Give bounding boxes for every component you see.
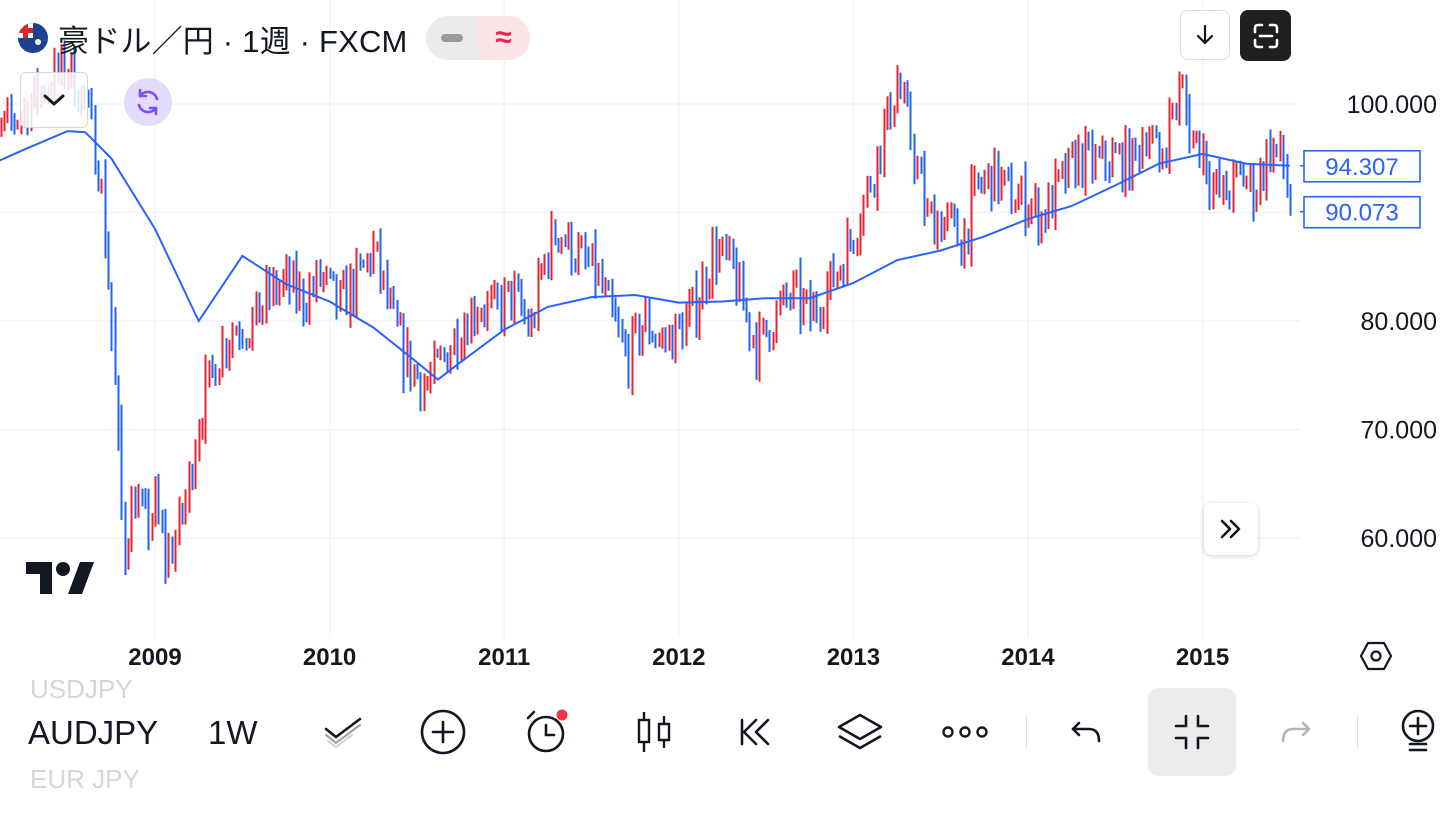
x-tick-label: 2009 — [128, 644, 181, 671]
replay-icon — [740, 718, 770, 746]
y-tick-label: 100.000 — [1347, 91, 1437, 119]
ma-price-tag: 94.307 — [1325, 154, 1398, 181]
x-tick-label: 2014 — [1001, 644, 1055, 671]
redo-icon — [1281, 721, 1311, 743]
legend-dropdown-button[interactable] — [20, 72, 88, 128]
arrow-down-icon — [1196, 24, 1214, 45]
toolbar-separator — [1026, 714, 1027, 750]
more-button[interactable] — [921, 688, 1009, 776]
last-price-tag: 90.073 — [1325, 200, 1398, 227]
layers-button[interactable] — [816, 688, 904, 776]
chevron-down-icon — [43, 94, 65, 106]
settings-icon — [1359, 641, 1393, 671]
y-tick-label: 70.000 — [1361, 417, 1437, 445]
sync-button[interactable] — [124, 78, 172, 126]
next-symbol[interactable]: EUR JPY — [30, 764, 140, 794]
last-price-tag-box — [1303, 195, 1421, 229]
add-icon — [420, 709, 466, 755]
time-axis: 2009 2010 2011 2012 2013 2014 2015 — [128, 644, 1229, 671]
more-icon — [942, 726, 988, 738]
scroll-to-realtime-button[interactable] — [1204, 503, 1258, 555]
interval-selector[interactable]: 1W — [208, 714, 258, 751]
x-tick-label: 2015 — [1176, 644, 1229, 671]
prev-symbol[interactable]: USDJPY — [30, 674, 133, 704]
chart-style-button[interactable] — [610, 688, 698, 776]
y-tick-label: 80.000 — [1361, 308, 1437, 336]
x-tick-label: 2011 — [478, 644, 530, 671]
alert-clock-icon — [526, 709, 568, 753]
double-chevron-right-icon — [1220, 519, 1241, 539]
price-axis: 100.000 80.000 70.000 60.000 — [1347, 91, 1437, 553]
y-tick-label: 60.000 — [1361, 525, 1437, 553]
refresh-icon — [137, 88, 159, 116]
layers-icon — [837, 713, 883, 750]
drawing-tools-icon — [324, 717, 362, 748]
candles-icon — [637, 712, 671, 752]
drawing-tools-button[interactable] — [300, 688, 388, 776]
download-button[interactable] — [1180, 10, 1230, 60]
chart-type-toggle[interactable]: ≈ — [425, 16, 530, 60]
fullscreen-button[interactable] — [1240, 10, 1291, 61]
collapse-button[interactable] — [1148, 688, 1236, 776]
fullscreen-icon — [1253, 23, 1278, 48]
line-mode-icon[interactable] — [425, 16, 478, 60]
symbol-header[interactable]: 豪ドル／円 · 1週 · FXCM ≈ — [18, 16, 530, 60]
tradingview-logo[interactable] — [24, 560, 96, 596]
ideas-icon — [1401, 709, 1435, 752]
bottom-toolbar: USDJPY AUDJPY EUR JPY 1W — [0, 674, 1448, 815]
alert-button[interactable] — [503, 688, 591, 776]
add-button[interactable] — [399, 688, 487, 776]
chart-grid — [0, 0, 1300, 638]
symbol-title: 豪ドル／円 · 1週 · FXCM — [58, 23, 408, 59]
undo-button[interactable] — [1042, 688, 1130, 776]
ma-price-tag-box — [1303, 149, 1421, 183]
moving-average-line — [0, 130, 1290, 381]
x-tick-label: 2012 — [652, 644, 705, 671]
compare-mode-icon[interactable]: ≈ — [477, 16, 530, 60]
toolbar-separator — [1357, 714, 1358, 750]
undo-icon — [1071, 721, 1101, 743]
x-tick-label: 2013 — [827, 644, 880, 671]
symbol-selector[interactable]: AUDJPY — [28, 714, 159, 751]
chart-settings-button[interactable] — [1352, 632, 1400, 680]
price-tags: 94.307 90.073 — [1300, 149, 1421, 229]
australia-flag-icon — [18, 23, 48, 53]
x-tick-label: 2010 — [303, 644, 356, 671]
replay-button[interactable] — [712, 688, 800, 776]
collapse-icon — [1174, 714, 1210, 750]
redo-button[interactable] — [1252, 688, 1340, 776]
ideas-button[interactable] — [1374, 688, 1448, 776]
